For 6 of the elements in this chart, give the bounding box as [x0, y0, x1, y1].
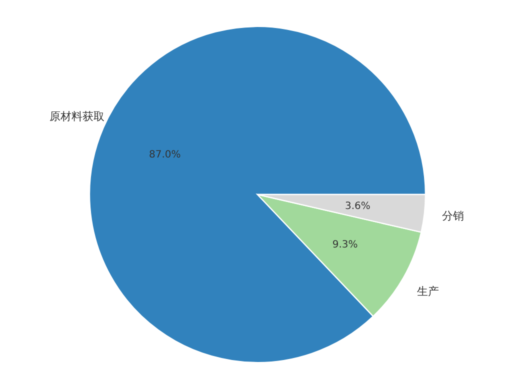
data-label: 3.6%	[344, 200, 370, 212]
slice-label: 原材料获取	[49, 110, 104, 123]
slice-label: 生产	[417, 284, 440, 298]
data-label: 9.3%	[332, 239, 358, 250]
data-label: 87.0%	[148, 150, 181, 161]
slice-label: 分销	[442, 210, 464, 223]
